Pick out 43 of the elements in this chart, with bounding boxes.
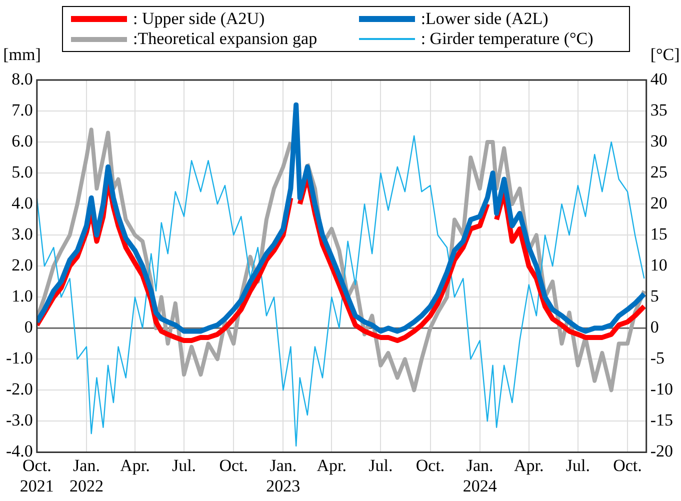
- y2-tick-label: -15: [650, 410, 674, 430]
- y2-tick-label: 5: [650, 286, 659, 306]
- y2-tick-label: 40: [650, 69, 668, 88]
- y-tick-label: 1.0: [12, 286, 33, 306]
- y2-tick-label: 0: [650, 318, 659, 337]
- x-tick-label: Jul.: [172, 456, 196, 475]
- y-tick-label: 5.0: [12, 162, 33, 182]
- y2-tick-label: 35: [650, 100, 668, 120]
- y-tick-label: 6.0: [12, 132, 33, 150]
- y-tick-label: 4.0: [12, 194, 33, 213]
- y2-tick-label: 25: [650, 162, 668, 182]
- y-tick-label: 2.0: [12, 256, 33, 275]
- y2-tick-label: -5: [650, 348, 665, 368]
- legend-label: :Lower side (A2L): [420, 9, 548, 29]
- y-tick-label: -1.0: [6, 348, 33, 368]
- x-tick-label: Jul.: [566, 456, 590, 475]
- x-tick-label: Jan. 2022: [69, 456, 104, 496]
- x-tick-label: Oct.: [613, 456, 642, 475]
- y-tick-label: -2.0: [6, 380, 33, 399]
- y2-tick-label: -10: [650, 380, 674, 399]
- y2-tick-label: 30: [650, 132, 668, 150]
- y-tick-label: 0: [24, 318, 33, 337]
- x-tick-label: Oct.: [219, 456, 248, 475]
- x-tick-label: Apr.: [514, 456, 544, 475]
- legend-label: :Theoretical expansion gap: [133, 29, 318, 49]
- x-tick-label: Apr.: [120, 456, 150, 475]
- x-tick-label: Oct.: [416, 456, 445, 475]
- x-tick-label: Jan. 2023: [266, 456, 300, 496]
- y2-tick-label: 15: [650, 224, 668, 244]
- y2-tick-label: -20: [650, 442, 674, 461]
- y-tick-label: -3.0: [6, 410, 33, 430]
- x-tick-label: Apr.: [316, 456, 347, 475]
- y2-tick-label: 10: [650, 256, 668, 275]
- y-tick-label: 8.0: [12, 69, 33, 88]
- y2-tick-label: 20: [650, 194, 668, 213]
- x-tick-label: Jul.: [368, 456, 393, 475]
- y-tick-label: 7.0: [12, 100, 33, 120]
- y-axis-title: [mm]: [3, 44, 41, 64]
- legend-label: : Girder temperature (°C): [420, 29, 594, 49]
- y-tick-label: 3.0: [12, 224, 33, 244]
- x-tick-label: Jan. 2024: [462, 456, 498, 496]
- y2-axis-title: [°C]: [650, 44, 680, 64]
- legend-label: : Upper side (A2U): [133, 9, 265, 29]
